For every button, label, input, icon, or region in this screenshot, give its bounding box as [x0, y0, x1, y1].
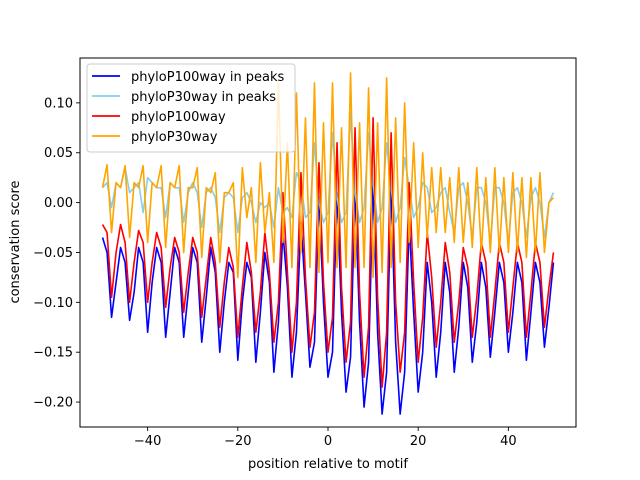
series-line-4 [101, 72, 555, 279]
y-tick-label: −0.15 [33, 346, 73, 361]
y-tick-label: −0.10 [33, 296, 73, 311]
y-tick-label: 0.10 [44, 96, 73, 111]
x-axis-label: position relative to motif [248, 457, 408, 472]
legend-label-2: phyloP30way in peaks [131, 90, 276, 105]
x-tick-label: 0 [324, 434, 332, 449]
series-line-3 [101, 117, 555, 388]
y-axis: −0.20 −0.15 −0.10 −0.05 0.00 0.05 0.10 [33, 96, 80, 411]
y-tick-label: −0.20 [33, 396, 73, 411]
series-layer [101, 72, 555, 415]
x-tick-label: −20 [224, 434, 251, 449]
series-line-1 [101, 181, 555, 415]
x-axis: −40 −20 0 20 40 [134, 427, 517, 449]
legend-label-1: phyloP100way in peaks [131, 70, 285, 85]
y-tick-label: 0.00 [44, 196, 73, 211]
legend-label-3: phyloP100way [131, 110, 226, 125]
legend: phyloP100way in peaks phyloP30way in peak… [86, 63, 296, 153]
x-tick-label: 20 [410, 434, 427, 449]
legend-box [86, 63, 296, 153]
y-tick-label: −0.05 [33, 246, 73, 261]
y-tick-label: 0.05 [44, 146, 73, 161]
legend-label-4: phyloP30way [131, 130, 218, 145]
x-tick-label: 40 [500, 434, 517, 449]
y-axis-label: conservation score [8, 180, 23, 303]
x-tick-label: −40 [134, 434, 161, 449]
